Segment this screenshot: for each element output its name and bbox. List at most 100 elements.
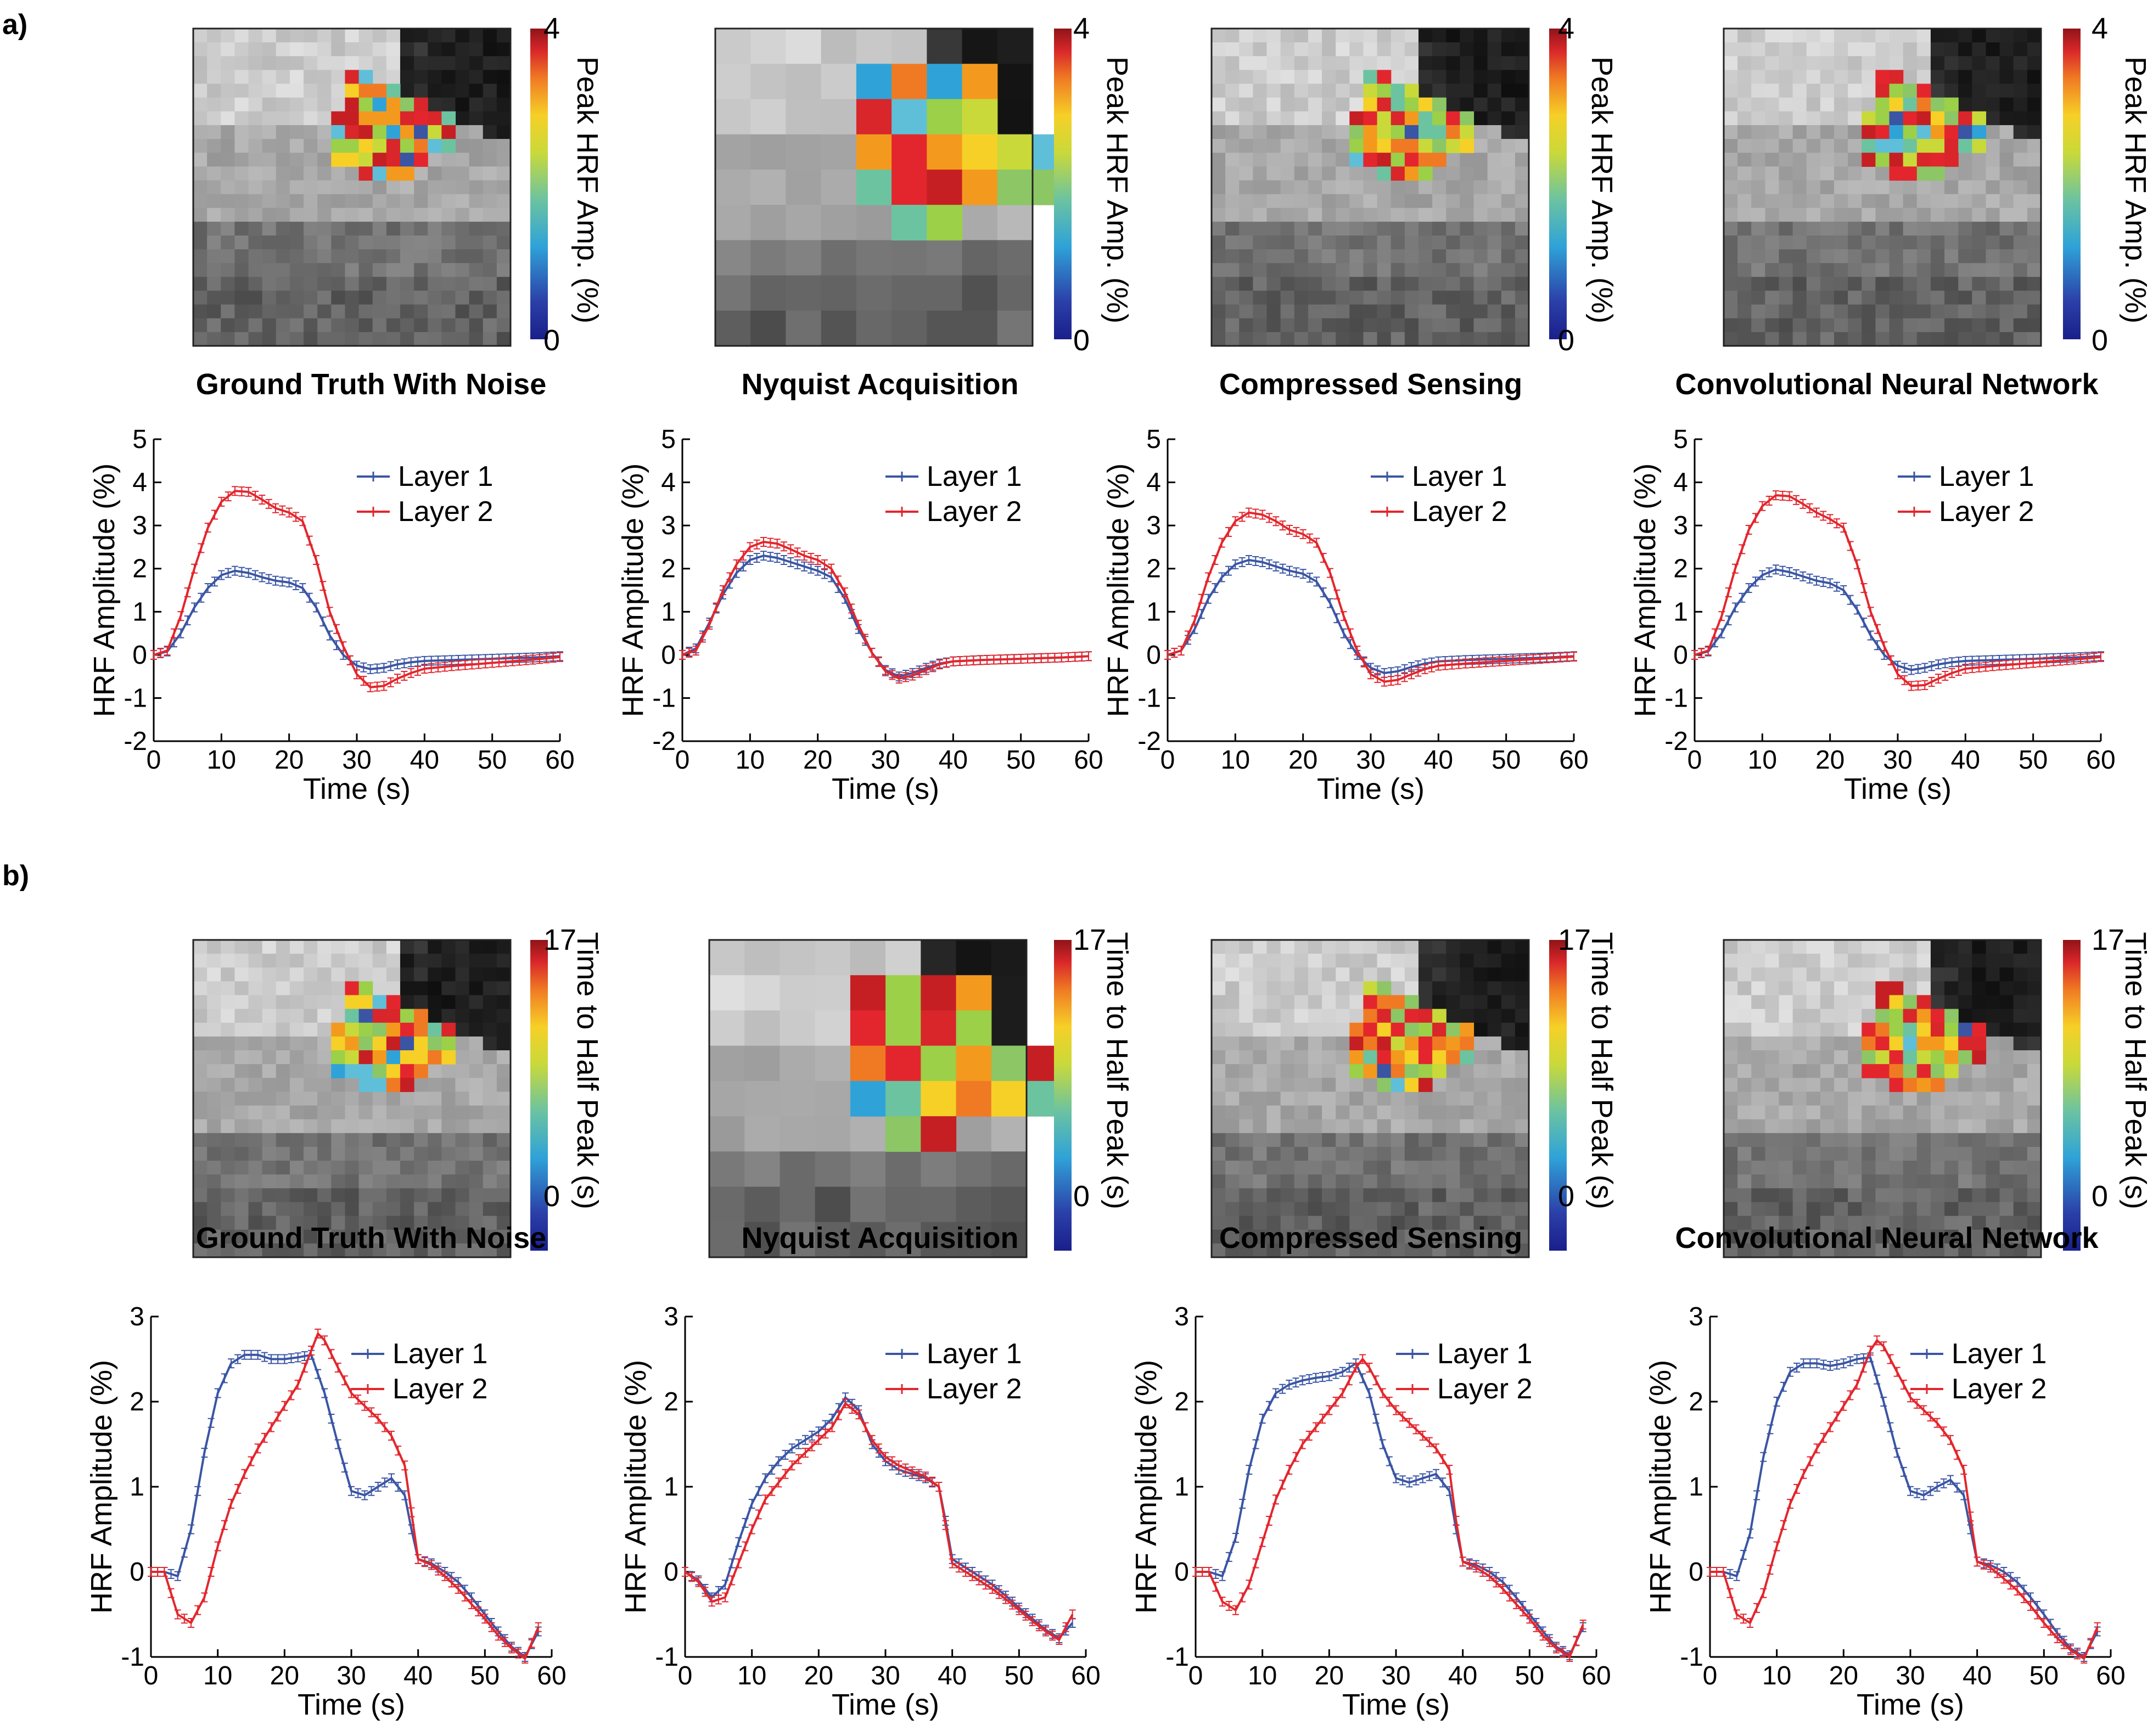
error-bar: [821, 559, 828, 569]
colorbar-b3: [1549, 940, 1567, 1251]
error-bar: [1733, 1571, 1740, 1581]
error-bar: [1954, 1482, 1961, 1493]
error-bar: [1246, 507, 1252, 518]
x-axis-label: Time (s): [1317, 772, 1425, 805]
error-bar: [489, 658, 496, 668]
y-tick-label: 1: [130, 1472, 144, 1502]
error-bar: [735, 1537, 742, 1547]
error-bar: [1433, 1443, 1439, 1454]
x-tick-label: 30: [871, 1661, 900, 1690]
error-bar: [1989, 661, 1996, 671]
error-bar: [148, 1567, 154, 1577]
error-bar: [2084, 653, 2091, 664]
error-bar: [1313, 1422, 1319, 1432]
error-bar: [762, 1494, 769, 1505]
error-bar: [1266, 559, 1272, 569]
error-bar: [1065, 652, 1072, 662]
error-bar: [1272, 561, 1280, 572]
colorbar-a4-max: 4: [2092, 12, 2108, 45]
error-bar: [374, 1414, 382, 1424]
error-bar: [509, 656, 516, 667]
error-bar: [788, 1460, 795, 1471]
panel-a-label: a): [2, 9, 27, 41]
error-bar: [882, 666, 889, 676]
error-bar: [274, 1354, 282, 1364]
error-bar: [401, 1490, 408, 1500]
x-tick-label: 20: [1829, 1661, 1858, 1690]
y-tick-label: 1: [1689, 1472, 1703, 1502]
error-bar: [293, 580, 299, 590]
y-tick-label: 3: [1673, 511, 1688, 540]
error-bar: [943, 658, 950, 668]
error-bar: [1506, 1591, 1513, 1601]
error-bar: [1206, 1567, 1213, 1577]
error-bar: [1773, 564, 1779, 575]
error-bar: [254, 1349, 261, 1360]
error-bar: [1854, 604, 1860, 615]
error-bar: [1713, 1567, 1720, 1577]
error-bar: [1307, 573, 1313, 583]
error-bar: [1252, 1439, 1259, 1449]
error-bar: [194, 1486, 201, 1496]
error-bar: [767, 537, 774, 548]
error-bar: [782, 1469, 789, 1479]
error-bar: [380, 663, 388, 673]
legend-label: Layer 1: [1952, 1338, 2047, 1370]
error-bar: [989, 1584, 996, 1594]
map-title-b-ground-truth: Ground Truth With Noise: [196, 1222, 546, 1255]
error-bar: [1712, 628, 1718, 639]
y-tick-label: 0: [1673, 641, 1688, 670]
error-bar: [1225, 527, 1232, 537]
y-tick-label: 5: [661, 425, 676, 454]
error-bar: [963, 656, 970, 666]
error-bar: [268, 1354, 274, 1364]
colorbar-a2-min: 0: [1073, 324, 1090, 357]
x-tick-label: 20: [1315, 1661, 1344, 1690]
error-bar: [726, 572, 733, 583]
error-bar: [1732, 563, 1739, 574]
error-bar: [211, 509, 218, 520]
error-bar: [1726, 1569, 1734, 1579]
error-bar: [174, 1571, 181, 1581]
error-bar: [1813, 1443, 1820, 1454]
error-bar: [1178, 646, 1185, 656]
error-bar: [1579, 1620, 1586, 1630]
error-bar: [285, 577, 293, 587]
colorbar-a4: [2063, 29, 2081, 339]
error-bar: [1732, 602, 1739, 613]
colorbar-b2: [1054, 940, 1072, 1251]
error-bar: [1982, 662, 1989, 672]
x-tick-label: 0: [1687, 746, 1702, 775]
error-bar: [1881, 641, 1888, 652]
y-tick-label: -1: [652, 684, 676, 713]
error-bar: [225, 568, 232, 578]
error-bar: [706, 619, 713, 630]
error-bar: [1834, 1412, 1841, 1422]
error-bar: [2064, 655, 2071, 665]
error-bar: [902, 1463, 909, 1474]
error-bar: [875, 657, 882, 667]
error-bar: [313, 555, 319, 565]
error-bar: [1806, 503, 1813, 513]
colorbar-b3-label: Time to Half Peak (s): [1585, 932, 1618, 1209]
error-bar: [1022, 1610, 1029, 1621]
error-bar: [354, 669, 360, 680]
error-bar: [794, 547, 801, 558]
error-bar: [950, 656, 957, 667]
error-bar: [1035, 1621, 1042, 1632]
error-bar: [982, 1580, 989, 1590]
error-bar: [1446, 1465, 1453, 1475]
error-bar: [1225, 565, 1232, 576]
error-bar: [1786, 491, 1793, 501]
legend-label: Layer 1: [1437, 1338, 1532, 1370]
error-bar: [1239, 1499, 1246, 1509]
error-bar: [808, 553, 815, 563]
error-bar: [218, 570, 225, 580]
error-bar: [1286, 525, 1293, 535]
error-bar: [1573, 1636, 1580, 1646]
error-bar: [1760, 1452, 1767, 1462]
error-bar: [241, 1349, 248, 1360]
colorbar-b4-max: 17: [2092, 923, 2124, 956]
error-bar: [1820, 577, 1827, 587]
